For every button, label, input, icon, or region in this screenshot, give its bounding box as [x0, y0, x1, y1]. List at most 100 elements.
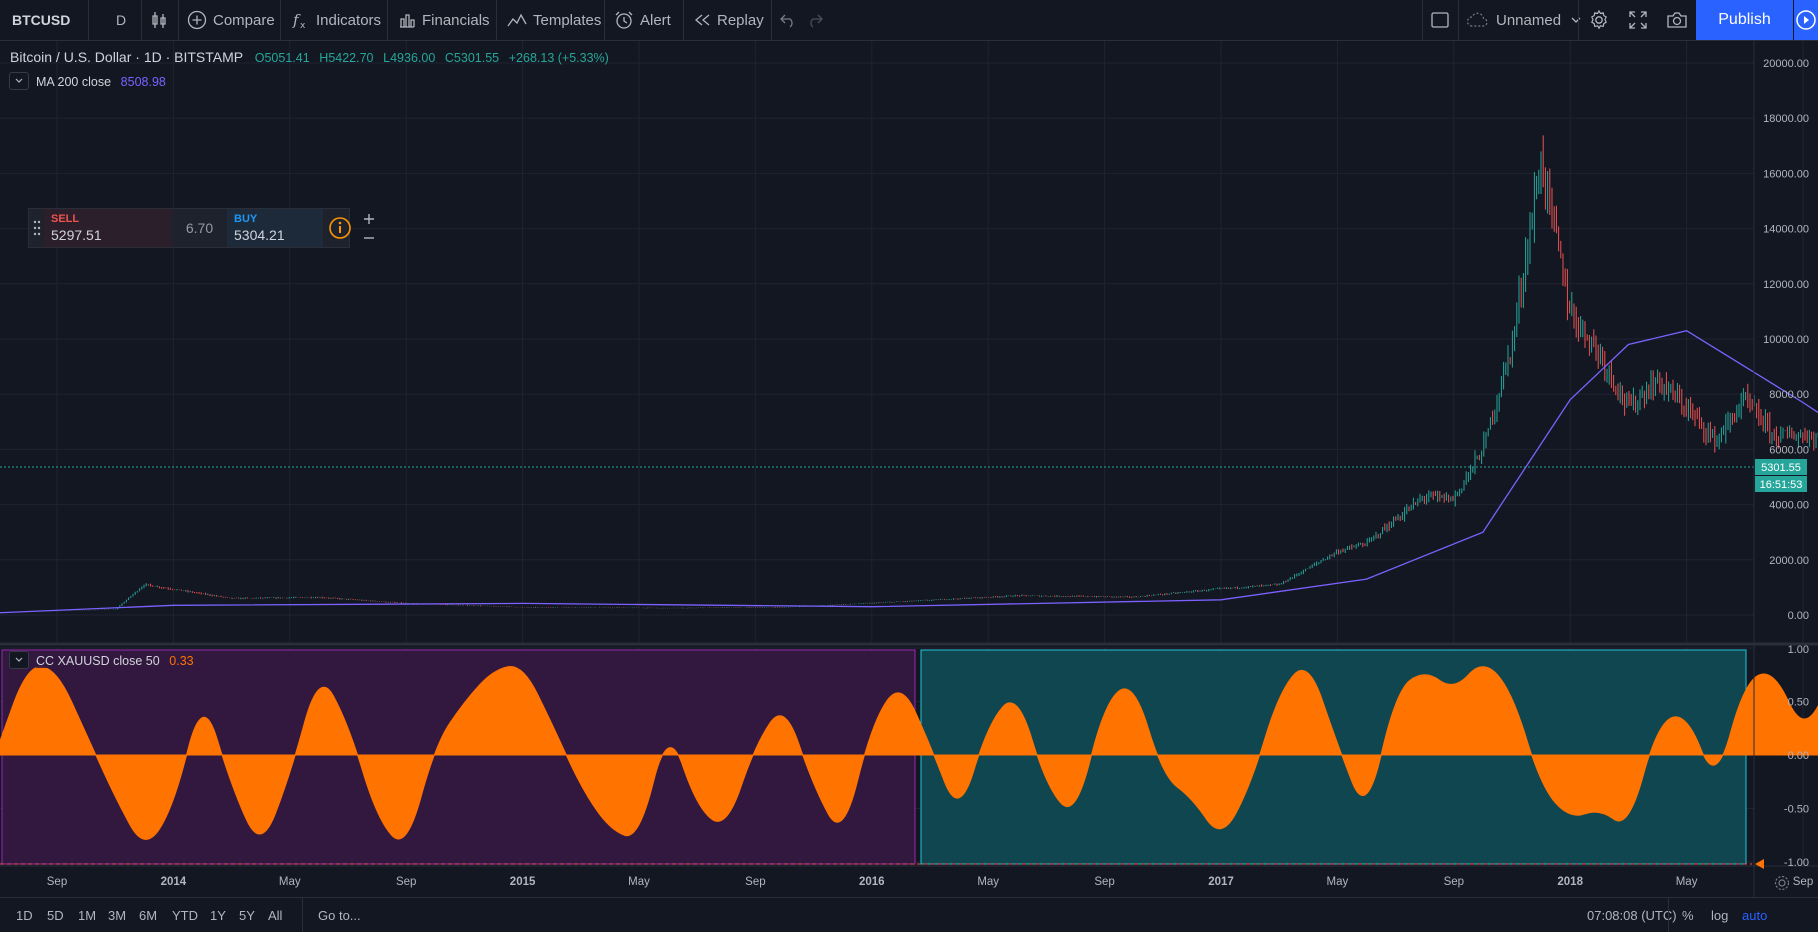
percent-label: %	[1682, 907, 1694, 923]
axis-settings-icon[interactable]	[1774, 875, 1790, 891]
snapshot-button[interactable]	[1666, 0, 1694, 40]
templates-icon	[507, 13, 527, 27]
time-axis[interactable]: Sep 2014 May Sep 2015 May Sep 2016 May Sep 2017 May…	[47, 876, 1818, 888]
indicator-value-marker	[1755, 859, 1764, 869]
countdown-badge	[1755, 476, 1807, 492]
ohlc-close: C5301.55	[444, 51, 500, 65]
price-axis[interactable]: 20000.00 18000.00 16000.00 14000.00 12000.00…	[1763, 58, 1809, 622]
replay-button[interactable]: Replay	[693, 0, 764, 40]
buy-sell-panel: SELL 5297.51 6.70 BUY 5304.21	[28, 208, 374, 248]
range-1y-button[interactable]: 1Y	[210, 907, 226, 923]
settings-button[interactable]	[1588, 0, 1616, 40]
goto-button[interactable]: Go to...	[318, 898, 361, 932]
layout-select-button[interactable]	[1430, 0, 1456, 40]
countdown-text: 16:51:53	[1760, 479, 1803, 491]
minus-icon[interactable]	[362, 231, 376, 245]
buy-button[interactable]: BUY 5304.21	[227, 209, 323, 247]
sell-button[interactable]: SELL 5297.51	[44, 209, 172, 247]
indicator-tick-label: 0.50	[1788, 697, 1809, 709]
toolbar-divider	[1458, 0, 1459, 40]
price-tick-label: 8000.00	[1769, 389, 1809, 401]
chart-style-button[interactable]	[150, 0, 174, 40]
timezone-button[interactable]: 07:08:08 (UTC)	[1587, 898, 1677, 932]
log-toggle[interactable]: log	[1711, 898, 1728, 932]
save-layout-button[interactable]: Unnamed	[1466, 0, 1589, 40]
indicator-area-path	[0, 666, 1818, 840]
compare-button[interactable]: Compare	[187, 0, 275, 40]
toolbar-divider	[683, 0, 684, 40]
undo-button[interactable]	[779, 0, 803, 40]
sell-price: 5297.51	[51, 227, 102, 243]
indicator-legend[interactable]: CC XAUUSD close 50 0.33	[36, 653, 194, 668]
main-legend: Bitcoin / U.S. Dollar · 1D · BITSTAMP O5…	[10, 49, 609, 65]
financials-label: Financials	[422, 11, 490, 29]
time-tick-label: May	[628, 876, 650, 888]
indicator-area	[0, 666, 1818, 840]
fullscreen-icon	[1629, 11, 1647, 29]
price-tick-label: 0.00	[1788, 610, 1809, 622]
indicator-axis[interactable]: 1.00 0.50 0.00 -0.50 -1.00	[1784, 644, 1809, 869]
range-all-button[interactable]: All	[268, 907, 283, 923]
time-tick-label: Sep	[47, 876, 67, 888]
cloud-icon	[1466, 12, 1488, 27]
indicator-legend-collapse-button[interactable]	[9, 651, 29, 669]
toolbar-divider	[141, 0, 142, 40]
chart-canvas[interactable]: 20000.00 18000.00 16000.00 14000.00 12000.00…	[0, 41, 1818, 897]
rewind-icon	[694, 14, 710, 26]
toolbar-divider	[178, 0, 179, 40]
camera-icon	[1667, 12, 1687, 28]
time-tick-label: Sep	[1793, 876, 1813, 888]
interval-button[interactable]: D	[116, 0, 126, 40]
templates-button[interactable]: Templates	[507, 0, 601, 40]
range-3m-button[interactable]: 3M	[108, 907, 127, 923]
last-price-badge	[1755, 459, 1807, 475]
plus-icon[interactable]	[362, 212, 376, 226]
chevron-down-icon	[15, 78, 23, 83]
ohlc-open: O5051.41	[254, 51, 310, 65]
time-tick-label: 2018	[1557, 876, 1583, 888]
range-ytd-button[interactable]: YTD	[172, 907, 198, 923]
symbol-search-button[interactable]: BTCUSD	[12, 0, 70, 40]
plus-circle-icon	[187, 10, 207, 30]
time-tick-label: Sep	[745, 876, 765, 888]
time-tick-label: May	[1676, 876, 1698, 888]
redo-button[interactable]	[806, 0, 830, 40]
price-candles	[0, 135, 1818, 613]
goto-label: Go to...	[318, 907, 361, 923]
toolbar-divider	[496, 0, 497, 40]
chevron-down-icon	[1571, 17, 1581, 23]
range-1m-button[interactable]: 1M	[78, 907, 97, 923]
time-tick-label: May	[279, 876, 301, 888]
indicators-label: Indicators	[316, 11, 382, 29]
auto-toggle[interactable]: auto	[1742, 898, 1767, 932]
time-tick-label: Sep	[396, 876, 416, 888]
toolbar-divider	[1422, 0, 1423, 40]
publish-button[interactable]: Publish	[1696, 0, 1793, 40]
bar-chart-icon	[400, 14, 415, 28]
ma-legend[interactable]: MA 200 close 8508.98	[36, 74, 166, 89]
time-tick-label: 2015	[510, 876, 536, 888]
legend-collapse-button[interactable]	[9, 72, 29, 90]
redo-icon	[810, 14, 823, 28]
svg-text:x: x	[300, 21, 306, 30]
candles-icon	[152, 12, 166, 28]
range-5d-button[interactable]: 5D	[47, 907, 64, 923]
alarm-clock-icon	[615, 11, 633, 29]
indicator-tick-label: -1.00	[1784, 857, 1809, 869]
indicator-tick-label: 0.00	[1788, 750, 1809, 762]
fullscreen-button[interactable]	[1628, 0, 1654, 40]
percent-toggle[interactable]: %	[1682, 898, 1694, 932]
range-5y-button[interactable]: 5Y	[239, 907, 255, 923]
range-6m-button[interactable]: 6M	[139, 907, 158, 923]
financials-button[interactable]: Financials	[398, 0, 490, 40]
indicator-tick-label: 1.00	[1788, 644, 1809, 656]
range-1d-button[interactable]: 1D	[16, 907, 33, 923]
publish-menu-button[interactable]	[1794, 0, 1818, 40]
toolbar-divider	[280, 0, 281, 40]
price-tick-label: 10000.00	[1763, 334, 1809, 346]
drag-handle-icon[interactable]	[32, 218, 42, 238]
replay-label: Replay	[717, 11, 764, 29]
alert-button[interactable]: Alert	[614, 0, 671, 40]
info-icon[interactable]	[328, 216, 352, 240]
